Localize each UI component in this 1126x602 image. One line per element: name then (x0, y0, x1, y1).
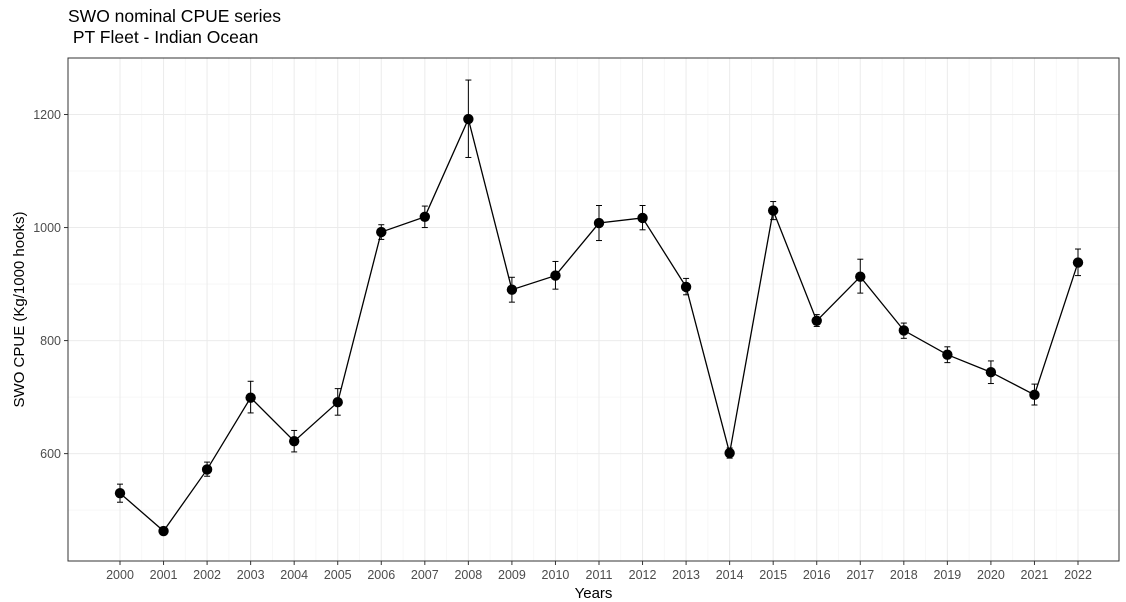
data-point (767, 205, 779, 216)
x-tick-label: 2005 (324, 568, 352, 582)
x-tick-label: 2020 (977, 568, 1005, 582)
y-axis: 600 800 1000 1200 (33, 108, 68, 461)
data-point (1072, 257, 1084, 268)
data-point (593, 217, 605, 229)
x-tick-label: 2002 (193, 568, 221, 582)
chart-title: SWO nominal CPUE series (68, 6, 281, 26)
minor-gridlines (68, 58, 1119, 561)
x-axis: 2000 2001 2002 2003 2004 2005 2006 2007 2008 2009… (106, 561, 1092, 582)
x-tick-label: 2021 (1021, 568, 1049, 582)
x-tick-label: 2006 (367, 568, 395, 582)
major-gridlines (68, 58, 1119, 561)
data-point (245, 392, 256, 403)
data-point (376, 226, 387, 238)
y-tick-label: 1200 (33, 108, 61, 122)
x-tick-label: 2012 (629, 568, 657, 582)
panel-border (67, 57, 1120, 562)
data-point (637, 212, 648, 224)
y-tick-label: 800 (40, 334, 61, 348)
x-tick-label: 2013 (672, 568, 700, 582)
x-tick-label: 2011 (586, 568, 613, 582)
data-point (942, 349, 953, 360)
data-point (680, 281, 692, 293)
x-tick-label: 2001 (150, 568, 178, 582)
x-tick-label: 2015 (759, 568, 787, 582)
data-point (332, 396, 343, 408)
x-tick-label: 2007 (411, 568, 439, 582)
x-tick-label: 2003 (237, 568, 265, 582)
data-point (811, 315, 822, 327)
x-tick-label: 2018 (890, 568, 918, 582)
x-tick-label: 2019 (933, 568, 961, 582)
data-point (201, 464, 213, 475)
data-point (463, 113, 474, 125)
data-point (855, 271, 866, 282)
data-point (550, 270, 561, 281)
data-point (1029, 389, 1040, 401)
x-tick-label: 2000 (106, 568, 134, 582)
data-point (506, 284, 518, 295)
x-tick-label: 2008 (454, 568, 482, 582)
x-tick-label: 2016 (803, 568, 831, 582)
y-axis-title: SWO CPUE (Kg/1000 hooks) (11, 212, 28, 408)
chart-title-block: SWO nominal CPUE series PT Fleet - India… (68, 6, 281, 48)
x-tick-label: 2014 (716, 568, 744, 582)
series-layer (114, 79, 1084, 537)
data-point (114, 487, 126, 499)
data-point (898, 325, 910, 336)
y-tick-label: 600 (40, 447, 61, 461)
x-tick-label: 2017 (846, 568, 874, 582)
data-point (158, 525, 169, 537)
x-tick-label: 2009 (498, 568, 526, 582)
y-tick-label: 1000 (33, 221, 61, 235)
data-point (724, 447, 735, 459)
x-tick-label: 2004 (280, 568, 308, 582)
chart-subtitle: PT Fleet - Indian Ocean (68, 27, 259, 47)
x-axis-title: Years (575, 585, 613, 602)
data-point (288, 435, 300, 447)
x-tick-label: 2010 (542, 568, 570, 582)
data-point (419, 211, 431, 223)
x-tick-label: 2022 (1064, 568, 1092, 582)
data-point (985, 367, 997, 378)
